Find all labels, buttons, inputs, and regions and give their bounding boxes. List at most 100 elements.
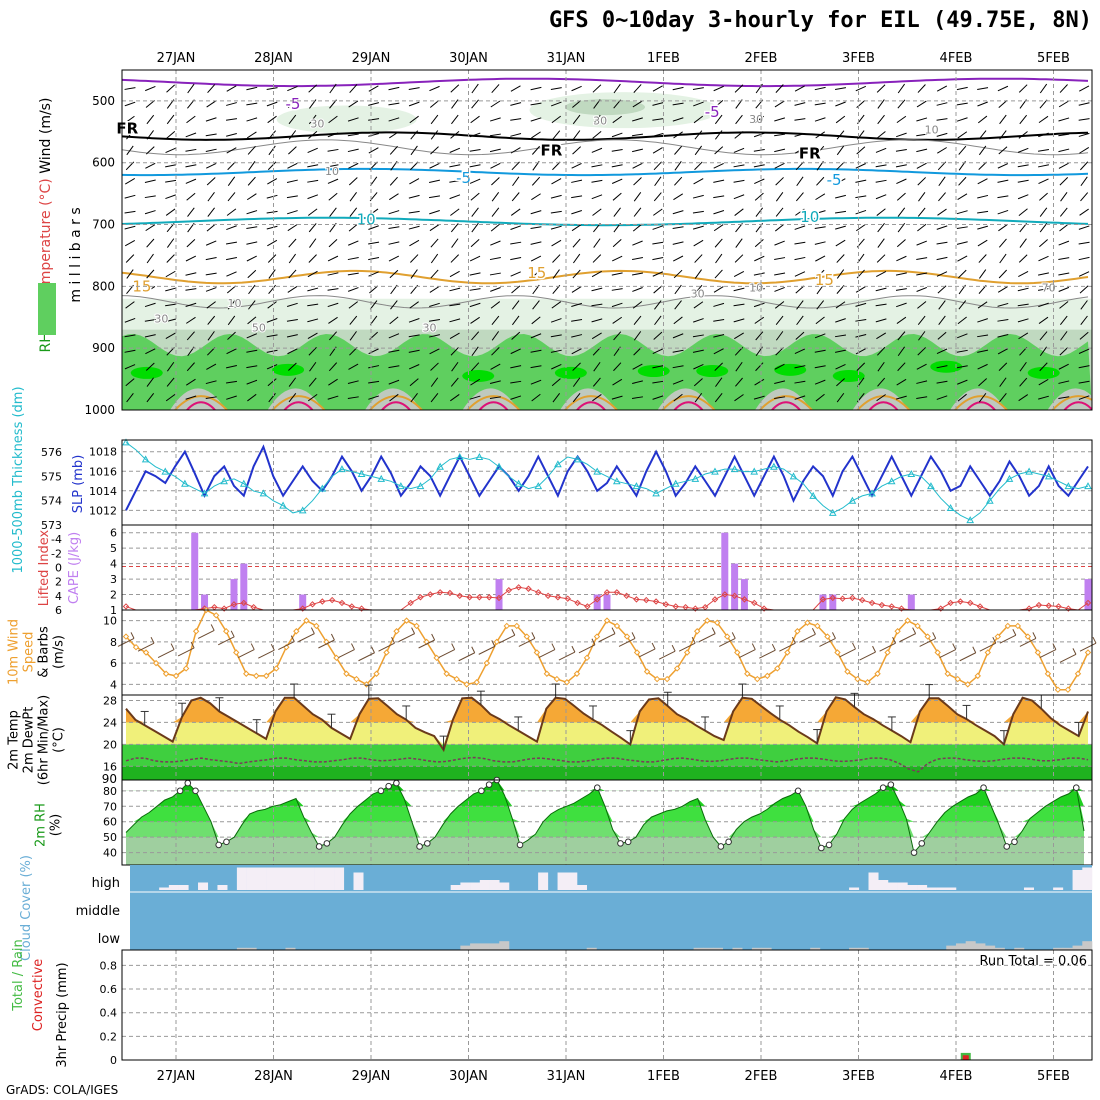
wind-barb — [611, 164, 623, 168]
cloud-high-bar — [1023, 887, 1034, 890]
wind-barb — [754, 115, 765, 124]
wind-barb — [713, 163, 724, 169]
wind-barb — [692, 194, 704, 199]
wind-barb — [713, 209, 725, 215]
wind-barb — [165, 208, 176, 216]
wind-barb — [185, 302, 197, 308]
wind-barb — [775, 84, 784, 93]
wind-barb — [430, 130, 439, 140]
lifted-marker — [662, 601, 670, 608]
wind-barb — [693, 378, 703, 387]
wind10-marker — [603, 617, 611, 624]
wind-barb — [530, 102, 542, 106]
wind-barb — [491, 192, 500, 202]
wind-barb — [571, 85, 582, 92]
thickness-marker — [770, 462, 778, 470]
wind-barb — [491, 331, 500, 341]
wind10-marker — [373, 670, 380, 677]
wind-barb — [692, 334, 704, 338]
wind-barb — [1080, 161, 1089, 171]
wind-barb — [1058, 380, 1070, 384]
wind-barb — [428, 319, 441, 322]
rh-blob-bright — [696, 365, 729, 378]
wind10-marker — [884, 649, 891, 656]
wind-barb — [451, 114, 459, 125]
wind-barb — [349, 315, 358, 325]
wind10-barb — [1019, 637, 1037, 647]
wind-barb — [388, 333, 400, 339]
wind-barb — [917, 223, 927, 232]
wind-barb — [510, 118, 522, 121]
wind-barb — [307, 147, 318, 153]
wind-barb — [632, 100, 643, 108]
wind-barb — [145, 224, 156, 232]
wind-barb — [349, 331, 357, 341]
cloud-high-bar — [178, 885, 189, 890]
wind10-marker — [172, 672, 180, 680]
wind-barb — [165, 179, 177, 183]
wind-barb — [918, 331, 926, 341]
wind-barb — [936, 225, 948, 230]
cloud-level-low: low — [98, 932, 121, 947]
wind-barb — [715, 253, 723, 264]
date-label-bottom: 29JAN — [352, 1069, 391, 1084]
rh-marker — [624, 838, 632, 846]
wind-barb — [1019, 238, 1027, 248]
wind-barb — [489, 117, 501, 122]
wind10-marker — [864, 679, 871, 686]
wind-barb — [530, 379, 542, 385]
wind-barb — [714, 100, 724, 108]
wind10-barb-flag — [270, 643, 275, 651]
wind-barb — [226, 395, 237, 400]
cloud-level-high: high — [92, 876, 120, 891]
cloud-high-bar — [256, 867, 267, 890]
wind-barb — [409, 178, 420, 185]
wind-barb — [612, 192, 622, 201]
cloud-high-bar — [285, 867, 296, 890]
thickness-marker — [750, 467, 759, 475]
cloud-low-bar — [470, 943, 481, 950]
wind-barb — [591, 147, 603, 153]
wind-barb — [328, 238, 338, 248]
wind-barb — [469, 148, 481, 152]
rh-legend-swatch — [38, 283, 56, 335]
wind-barb — [531, 193, 541, 201]
wind10-tick: 8 — [110, 636, 117, 649]
wind-barb — [611, 148, 623, 152]
wind-barb — [1059, 223, 1069, 232]
wind-barb — [694, 161, 703, 171]
contour-label: 15 — [132, 277, 151, 295]
wind-barb — [957, 316, 967, 325]
cloud-high-bar — [246, 867, 257, 890]
wind10-ylabel: 10m Wind Speed & Barbs (m/s) — [7, 619, 67, 685]
thickness-marker — [534, 482, 543, 490]
precip-convective-bar — [962, 1055, 969, 1060]
wind10-marker — [383, 649, 390, 656]
wind-barb — [754, 192, 764, 201]
contour-label: 10 — [228, 297, 242, 310]
wind10-marker — [463, 681, 470, 688]
wind10-marker — [132, 643, 140, 651]
lifted-marker — [574, 599, 581, 607]
wind10-marker — [1044, 670, 1052, 677]
wind-barb — [430, 253, 439, 264]
thickness-marker — [573, 455, 582, 463]
wind-barb — [755, 362, 764, 372]
wind-barb — [1060, 191, 1068, 202]
wind-barb — [978, 254, 987, 263]
wind10-marker — [313, 622, 320, 630]
thickness-marker — [691, 474, 700, 482]
wind10-barb-flag — [912, 627, 917, 634]
wind-barb — [855, 209, 867, 215]
wind-barb — [510, 133, 522, 137]
wind-barb — [978, 392, 987, 403]
wind-barb — [531, 393, 541, 402]
wind-barb — [286, 334, 298, 338]
wind-barb — [348, 223, 358, 232]
wind-barb — [146, 114, 155, 125]
wind-barb — [937, 331, 947, 340]
wind-barb — [977, 210, 989, 214]
thickness-marker — [1064, 482, 1073, 490]
cloud-high-bar — [557, 872, 568, 890]
wind-barb — [550, 349, 562, 353]
